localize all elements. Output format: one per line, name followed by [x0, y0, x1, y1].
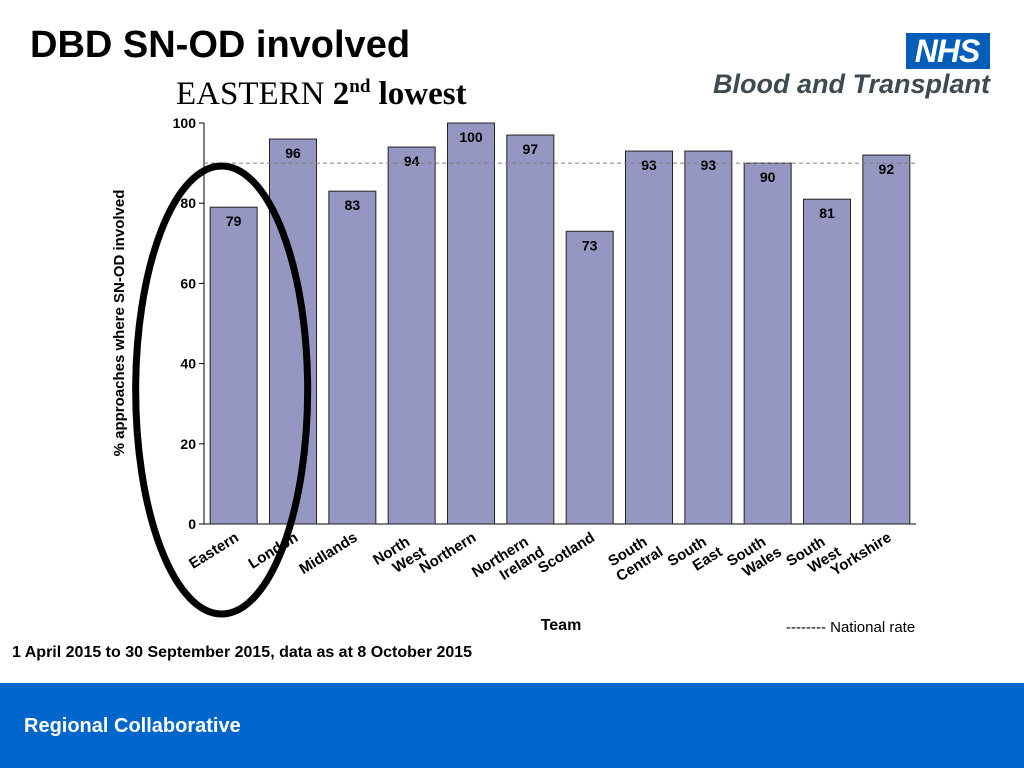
bar-value-label: 73 [582, 237, 598, 253]
footer-bar: Regional Collaborative [0, 683, 1024, 768]
bar [328, 190, 377, 525]
bar-value-label: 79 [226, 213, 242, 229]
bar [387, 146, 436, 525]
bar [803, 198, 851, 525]
y-tick-label: 20 [180, 436, 196, 452]
slide-subtitle: EASTERN 2nd lowest [176, 76, 467, 112]
subtitle-region: EASTERN [176, 76, 325, 112]
y-tick-label: 100 [173, 115, 197, 131]
bar-value-label: 93 [701, 157, 717, 173]
bar [743, 162, 792, 525]
bar-chart: 0 20 40 60 80 100 79 96 83 94 100 97 73 93 93 90 81 92 Eas… [111, 115, 916, 634]
nhs-logo-text: Blood and Transplant [712, 69, 990, 99]
y-tick-label: 40 [180, 356, 196, 372]
date-footnote: 1 April 2015 to 30 September 2015, data … [12, 644, 473, 661]
y-tick-label: 0 [188, 516, 196, 532]
subtitle-rank-suffix: nd [349, 76, 371, 97]
bar [269, 138, 317, 525]
bar-value-label: 83 [345, 197, 361, 213]
bar-value-label: 97 [523, 141, 539, 157]
x-category-label: Scotland [535, 529, 598, 577]
y-tick-label: 60 [180, 275, 196, 291]
bar [862, 154, 911, 525]
bar-value-label: 100 [459, 129, 483, 145]
bar [684, 150, 733, 525]
slide-title: DBD SN-OD involved [30, 24, 411, 66]
x-category-label: SouthWales [724, 529, 785, 585]
highlight-ellipse [132, 162, 312, 618]
national-rate-legend: -------- National rate [786, 619, 916, 636]
bar-value-label: 92 [879, 161, 895, 177]
y-axis-title: % approaches where SN-OD involved [111, 190, 128, 457]
x-axis-title: Team [541, 617, 582, 634]
bar-value-label: 96 [285, 145, 301, 161]
x-category-label: SouthCentral [604, 529, 666, 585]
bar-value-label: 93 [641, 157, 657, 173]
bar-value-label: 90 [760, 169, 776, 185]
footer-text: Regional Collaborative [24, 715, 241, 737]
x-category-label: Eastern [186, 529, 242, 573]
y-tick-label: 80 [180, 195, 196, 211]
bar-value-label: 94 [404, 153, 420, 169]
bar [625, 150, 673, 525]
bar [506, 134, 555, 525]
subtitle-word: lowest [378, 76, 467, 112]
bar [209, 206, 258, 525]
bar [565, 230, 614, 525]
bar [447, 122, 495, 525]
bar-value-label: 81 [819, 205, 835, 221]
x-category-label: Midlands [296, 529, 360, 578]
subtitle-rank: 2nd lowest [332, 76, 467, 112]
x-category-label: NorthWest [370, 529, 429, 583]
x-category-label: SouthEast [665, 529, 726, 585]
nhs-logo-badge: NHS [906, 33, 990, 69]
